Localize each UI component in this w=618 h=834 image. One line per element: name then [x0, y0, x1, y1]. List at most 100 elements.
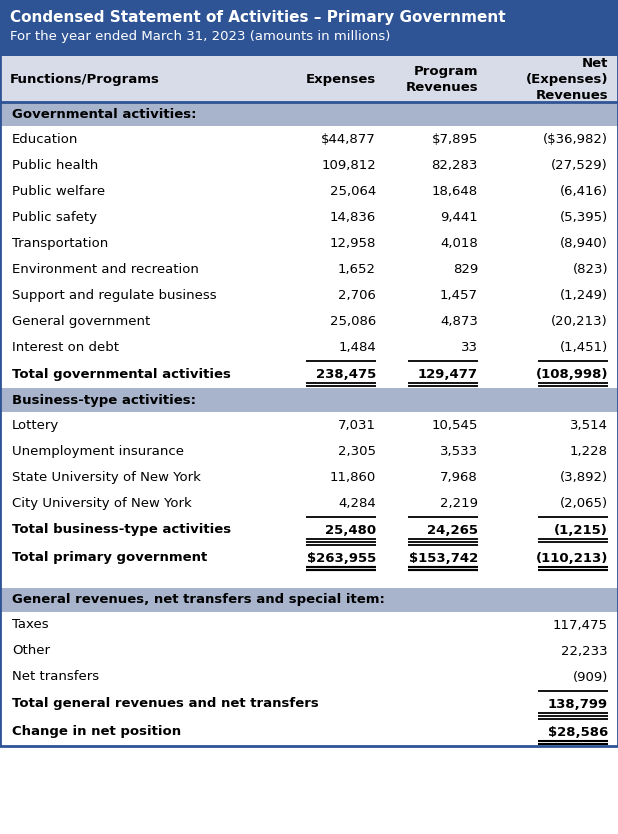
Bar: [0, 56, 618, 102]
Text: 1,457: 1,457: [440, 289, 478, 302]
Text: Expenses: Expenses: [306, 73, 376, 86]
Bar: [0, 308, 618, 334]
Text: 1,652: 1,652: [338, 263, 376, 275]
Text: 238,475: 238,475: [316, 368, 376, 380]
Text: 12,958: 12,958: [329, 237, 376, 249]
Text: 33: 33: [461, 340, 478, 354]
Text: Transportation: Transportation: [12, 237, 108, 249]
Text: (20,213): (20,213): [551, 314, 608, 328]
Text: $7,895: $7,895: [431, 133, 478, 145]
Text: Total governmental activities: Total governmental activities: [12, 368, 231, 380]
Bar: [0, 152, 618, 178]
Text: 24,265: 24,265: [427, 524, 478, 536]
Text: Education: Education: [12, 133, 78, 145]
Text: (108,998): (108,998): [536, 368, 608, 380]
Text: (1,451): (1,451): [560, 340, 608, 354]
Text: (1,249): (1,249): [560, 289, 608, 302]
Bar: [0, 544, 618, 572]
Bar: [0, 126, 618, 152]
Text: 4,018: 4,018: [440, 237, 478, 249]
Text: Taxes: Taxes: [12, 619, 49, 631]
Text: Program
Revenues: Program Revenues: [405, 64, 478, 93]
Text: 7,968: 7,968: [440, 470, 478, 484]
Text: (110,213): (110,213): [536, 551, 608, 565]
Bar: [0, 0, 618, 56]
Text: Governmental activities:: Governmental activities:: [12, 108, 197, 120]
Bar: [0, 0, 618, 746]
Bar: [0, 516, 618, 544]
Bar: [0, 230, 618, 256]
Text: General government: General government: [12, 314, 150, 328]
Text: $28,586: $28,586: [548, 726, 608, 738]
Text: For the year ended March 31, 2023 (amounts in millions): For the year ended March 31, 2023 (amoun…: [10, 30, 391, 43]
Bar: [0, 690, 618, 718]
Text: 1,484: 1,484: [338, 340, 376, 354]
Bar: [0, 334, 618, 360]
Text: 25,064: 25,064: [330, 184, 376, 198]
Bar: [0, 204, 618, 230]
Text: Other: Other: [12, 645, 50, 657]
Text: 129,477: 129,477: [418, 368, 478, 380]
Bar: [0, 178, 618, 204]
Text: 4,873: 4,873: [440, 314, 478, 328]
Text: Total business-type activities: Total business-type activities: [12, 524, 231, 536]
Text: 1,228: 1,228: [570, 445, 608, 458]
Bar: [0, 638, 618, 664]
Text: City University of New York: City University of New York: [12, 496, 192, 510]
Text: (1,215): (1,215): [554, 524, 608, 536]
Bar: [0, 412, 618, 438]
Bar: [0, 612, 618, 638]
Text: Total general revenues and net transfers: Total general revenues and net transfers: [12, 697, 319, 711]
Text: 138,799: 138,799: [548, 697, 608, 711]
Text: 82,283: 82,283: [431, 158, 478, 172]
Bar: [0, 102, 618, 126]
Text: 25,086: 25,086: [330, 314, 376, 328]
Text: 829: 829: [453, 263, 478, 275]
Text: $263,955: $263,955: [307, 551, 376, 565]
Text: Interest on debt: Interest on debt: [12, 340, 119, 354]
Bar: [0, 572, 618, 588]
Text: (27,529): (27,529): [551, 158, 608, 172]
Bar: [0, 256, 618, 282]
Text: 25,480: 25,480: [325, 524, 376, 536]
Text: Change in net position: Change in net position: [12, 726, 181, 738]
Text: State University of New York: State University of New York: [12, 470, 201, 484]
Text: Business-type activities:: Business-type activities:: [12, 394, 196, 406]
Text: (823): (823): [572, 263, 608, 275]
Bar: [0, 664, 618, 690]
Bar: [0, 388, 618, 412]
Text: 14,836: 14,836: [330, 210, 376, 224]
Text: Net
(Expenses)
Revenues: Net (Expenses) Revenues: [525, 57, 608, 102]
Text: Net transfers: Net transfers: [12, 671, 99, 684]
Text: Functions/Programs: Functions/Programs: [10, 73, 160, 86]
Text: (2,065): (2,065): [560, 496, 608, 510]
Bar: [0, 490, 618, 516]
Text: (5,395): (5,395): [560, 210, 608, 224]
Text: (8,940): (8,940): [560, 237, 608, 249]
Bar: [0, 282, 618, 308]
Text: 7,031: 7,031: [338, 419, 376, 431]
Text: Condensed Statement of Activities – Primary Government: Condensed Statement of Activities – Prim…: [10, 10, 506, 25]
Text: 2,305: 2,305: [338, 445, 376, 458]
Text: Public welfare: Public welfare: [12, 184, 105, 198]
Text: 2,219: 2,219: [440, 496, 478, 510]
Text: 3,514: 3,514: [570, 419, 608, 431]
Text: Total primary government: Total primary government: [12, 551, 207, 565]
Text: Unemployment insurance: Unemployment insurance: [12, 445, 184, 458]
Text: 3,533: 3,533: [440, 445, 478, 458]
Bar: [0, 360, 618, 388]
Text: General revenues, net transfers and special item:: General revenues, net transfers and spec…: [12, 594, 385, 606]
Text: Lottery: Lottery: [12, 419, 59, 431]
Text: (909): (909): [573, 671, 608, 684]
Text: 9,441: 9,441: [440, 210, 478, 224]
Bar: [0, 464, 618, 490]
Text: ($36,982): ($36,982): [543, 133, 608, 145]
Text: 10,545: 10,545: [431, 419, 478, 431]
Bar: [0, 588, 618, 612]
Text: 109,812: 109,812: [321, 158, 376, 172]
Text: 11,860: 11,860: [330, 470, 376, 484]
Bar: [0, 438, 618, 464]
Text: 4,284: 4,284: [338, 496, 376, 510]
Text: Public health: Public health: [12, 158, 98, 172]
Text: (6,416): (6,416): [560, 184, 608, 198]
